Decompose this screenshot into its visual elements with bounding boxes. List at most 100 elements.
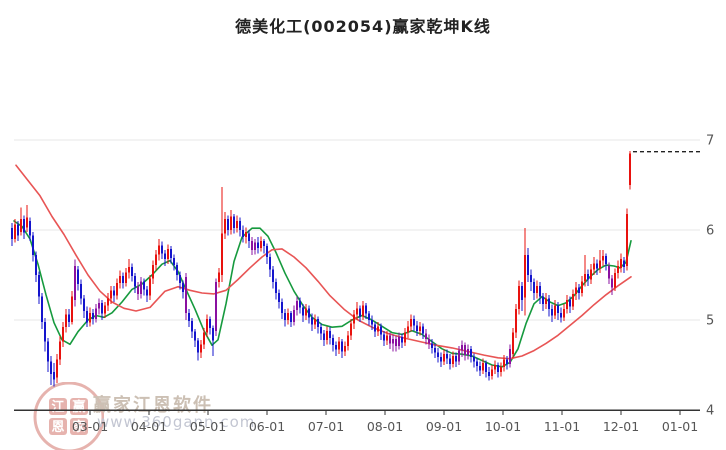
candle bbox=[325, 326, 329, 345]
candle bbox=[211, 325, 215, 356]
candle bbox=[595, 259, 599, 275]
candle bbox=[37, 271, 41, 304]
seal-ring bbox=[33, 382, 104, 450]
candle bbox=[100, 300, 104, 320]
candle bbox=[250, 237, 254, 256]
candle bbox=[457, 346, 461, 365]
seal-char: 家 bbox=[72, 419, 86, 435]
candle bbox=[538, 282, 542, 304]
x-axis-label: 09-01 bbox=[426, 419, 462, 434]
candle bbox=[415, 320, 419, 337]
candle bbox=[310, 313, 314, 331]
candle bbox=[388, 332, 392, 349]
candle bbox=[313, 314, 317, 329]
candle bbox=[40, 293, 44, 329]
candle bbox=[304, 303, 308, 320]
candle bbox=[169, 246, 173, 264]
candle bbox=[148, 275, 152, 301]
candle bbox=[322, 329, 326, 347]
candle bbox=[409, 314, 413, 332]
candle bbox=[337, 337, 341, 355]
candle bbox=[535, 280, 539, 299]
candle bbox=[91, 309, 95, 325]
candle bbox=[274, 278, 278, 300]
candle bbox=[118, 270, 122, 289]
y-axis-label: 4 bbox=[706, 404, 714, 419]
candle bbox=[487, 366, 491, 381]
candle bbox=[13, 219, 17, 243]
candles-layer[interactable] bbox=[10, 150, 632, 387]
candle bbox=[469, 346, 473, 363]
candle bbox=[349, 319, 353, 340]
candle bbox=[520, 282, 524, 311]
candle bbox=[64, 309, 68, 333]
candle bbox=[133, 273, 137, 293]
candle bbox=[106, 293, 110, 311]
candle bbox=[544, 293, 548, 310]
candle bbox=[220, 186, 224, 283]
candle bbox=[385, 330, 389, 346]
candle bbox=[46, 338, 50, 373]
candle bbox=[55, 354, 59, 383]
candle bbox=[256, 237, 260, 254]
candle bbox=[358, 305, 362, 322]
candle bbox=[160, 241, 164, 259]
candle bbox=[361, 301, 365, 320]
candle bbox=[466, 344, 470, 360]
fast-ma-line bbox=[13, 220, 632, 368]
candle bbox=[196, 338, 200, 361]
candle bbox=[445, 349, 449, 365]
candle bbox=[112, 285, 116, 302]
candle bbox=[547, 294, 551, 317]
candle bbox=[406, 320, 410, 338]
candle bbox=[607, 262, 611, 284]
candle bbox=[97, 298, 101, 315]
candle bbox=[43, 318, 47, 352]
candle bbox=[598, 249, 602, 274]
candle bbox=[442, 349, 446, 365]
candle bbox=[79, 279, 83, 305]
candle bbox=[151, 260, 155, 284]
candle bbox=[622, 257, 626, 274]
candle bbox=[262, 239, 266, 254]
candle bbox=[229, 210, 233, 235]
candle bbox=[88, 307, 92, 327]
candle bbox=[142, 278, 146, 296]
candle bbox=[616, 260, 620, 279]
x-axis-label: 03-01 bbox=[72, 419, 108, 434]
candle bbox=[508, 344, 512, 368]
candle bbox=[280, 298, 284, 320]
candle bbox=[328, 327, 332, 345]
candle bbox=[502, 355, 506, 372]
candle bbox=[193, 329, 197, 347]
candle bbox=[166, 244, 170, 265]
candle bbox=[475, 357, 479, 372]
candle bbox=[283, 309, 287, 327]
watermark-url-text: www.360gann.com bbox=[97, 413, 256, 431]
candle bbox=[604, 253, 608, 271]
candle bbox=[481, 358, 485, 374]
candle bbox=[157, 239, 161, 261]
x-axis-label: 05-01 bbox=[190, 419, 226, 434]
candle bbox=[103, 302, 107, 319]
candle bbox=[154, 249, 158, 271]
candle bbox=[295, 296, 299, 316]
y-axis: 7 6 5 4 bbox=[706, 134, 714, 419]
candle bbox=[613, 268, 617, 292]
candle bbox=[19, 207, 23, 236]
candle bbox=[190, 318, 194, 338]
candle bbox=[31, 231, 35, 262]
candle bbox=[85, 306, 89, 328]
candle bbox=[181, 280, 185, 299]
candle bbox=[586, 269, 590, 286]
candle bbox=[424, 329, 428, 345]
candle bbox=[202, 328, 206, 349]
candle bbox=[529, 269, 533, 292]
x-axis-label: 11-01 bbox=[544, 419, 580, 434]
candle bbox=[448, 354, 452, 370]
x-axis-label: 07-01 bbox=[308, 419, 344, 434]
candle bbox=[373, 321, 377, 338]
candle bbox=[67, 309, 71, 328]
candle bbox=[526, 248, 530, 283]
